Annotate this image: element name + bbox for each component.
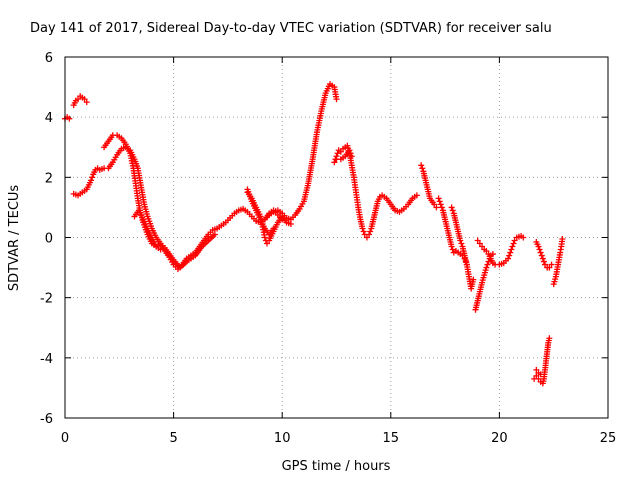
data-point: [331, 159, 338, 166]
data-point: [366, 231, 373, 238]
data-point: [483, 248, 490, 255]
data-point: [270, 225, 277, 232]
data-point: [431, 201, 438, 208]
data-point: [520, 234, 527, 241]
y-tick-label: 0: [45, 232, 53, 247]
data-point: [536, 246, 543, 253]
y-tick-label: 6: [45, 51, 53, 66]
data-point: [538, 252, 545, 259]
y-tick-label: 4: [45, 111, 53, 126]
x-tick-label: 0: [61, 431, 69, 446]
data-point: [479, 243, 486, 250]
data-point: [75, 96, 82, 103]
data-point: [346, 147, 353, 154]
x-tick-label: 15: [383, 431, 400, 446]
data-point: [485, 258, 492, 265]
data-point: [546, 264, 553, 271]
data-point: [337, 148, 344, 155]
data-point: [449, 246, 456, 253]
data-point: [559, 236, 566, 243]
y-tick-label: -4: [40, 352, 53, 367]
data-point: [333, 96, 340, 103]
data-point: [360, 228, 367, 235]
data-point: [546, 335, 553, 342]
data-point: [507, 249, 514, 256]
data-point: [470, 276, 477, 283]
data-point: [348, 153, 355, 160]
data-point: [334, 150, 341, 157]
data-point: [66, 115, 73, 122]
data-point: [508, 246, 515, 253]
data-point: [88, 177, 95, 184]
data-point: [419, 165, 426, 172]
data-point: [540, 258, 547, 265]
data-point: [261, 234, 268, 241]
data-point: [448, 204, 455, 211]
data-point: [433, 204, 440, 211]
data-point: [506, 252, 513, 259]
plot-frame: [64, 56, 609, 419]
data-point: [510, 240, 517, 247]
data-point: [539, 255, 546, 262]
data-point: [505, 255, 512, 262]
data-point: [438, 204, 445, 211]
y-tick-label: 2: [45, 171, 53, 186]
data-point: [263, 240, 270, 247]
data-point: [418, 162, 425, 169]
data-point: [287, 220, 294, 227]
data-point: [367, 228, 374, 235]
x-tick-label: 20: [491, 431, 508, 446]
data-point: [511, 237, 518, 244]
data-point: [83, 99, 90, 106]
data-point: [535, 243, 542, 250]
axis-ticks: [64, 56, 609, 419]
data-point: [449, 207, 456, 214]
data-point: [347, 150, 354, 157]
data-point: [474, 237, 481, 244]
x-tick-label: 25: [600, 431, 617, 446]
data-point: [359, 225, 366, 232]
data-point: [413, 192, 420, 199]
data-points: [62, 81, 566, 387]
data-point: [436, 198, 443, 205]
y-tick-label: -6: [40, 412, 53, 427]
x-tick-label: 5: [169, 431, 177, 446]
data-point: [363, 234, 370, 241]
data-point: [157, 246, 164, 253]
data-point: [483, 264, 490, 271]
data-point: [437, 201, 444, 208]
data-point: [542, 261, 549, 268]
data-point: [211, 231, 218, 238]
data-point: [537, 371, 544, 378]
data-point: [509, 243, 516, 250]
data-point: [476, 240, 483, 247]
data-point: [279, 216, 286, 223]
data-point: [448, 243, 455, 250]
data-point: [81, 96, 88, 103]
data-point: [484, 261, 491, 268]
x-axis-label: GPS time / hours: [282, 459, 391, 474]
grid: [65, 57, 608, 418]
data-point: [89, 174, 96, 181]
data-point: [537, 249, 544, 256]
axis-tick-labels: 0 5 10 15 20 25 -6 -4 -2 0 2 4 6: [40, 51, 616, 446]
data-point: [435, 195, 442, 202]
data-point: [458, 240, 465, 247]
x-tick-label: 10: [274, 431, 291, 446]
y-tick-label: -2: [40, 292, 53, 307]
data-point: [533, 366, 540, 373]
data-point: [457, 237, 464, 244]
data-point: [548, 261, 555, 268]
chart-title: Day 141 of 2017, Sidereal Day-to-day VTE…: [30, 21, 552, 36]
y-axis-label: SDTVAR / TECUs: [7, 185, 22, 292]
data-point: [535, 375, 542, 382]
data-point: [533, 372, 540, 379]
